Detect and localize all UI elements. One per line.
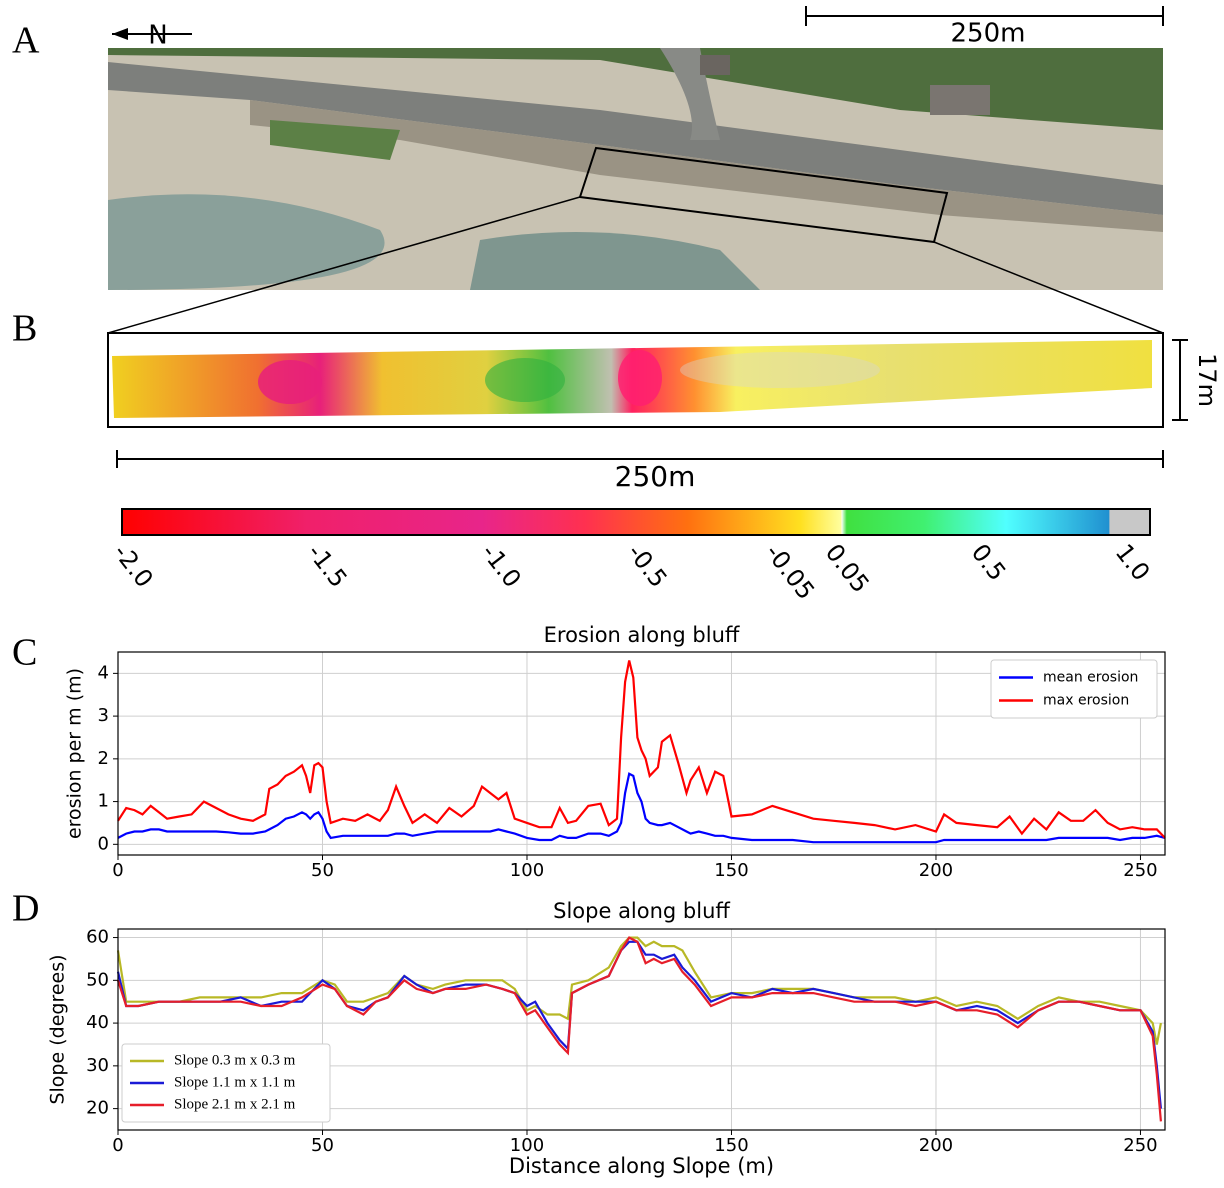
- data-line: [117, 772, 1166, 844]
- x-tick-label: 150: [714, 1135, 748, 1156]
- x-tick-label: 250: [1123, 1135, 1157, 1156]
- y-tick-label: 3: [98, 705, 109, 726]
- scale-label: 250m: [951, 19, 1026, 49]
- colorbar-tick: 0.5: [966, 539, 1012, 586]
- data-line: [116, 936, 1162, 1122]
- x-tick-label: 200: [919, 1135, 953, 1156]
- y-tick-label: 1: [98, 791, 109, 812]
- axes-frame: [117, 651, 1166, 856]
- x-tick-label: 100: [510, 860, 544, 881]
- panel-label: C: [12, 632, 37, 674]
- pointcloud-patch: [680, 352, 880, 388]
- arrow-head: [112, 28, 128, 40]
- aerial-image: [108, 48, 1163, 290]
- y-tick-label: 50: [86, 969, 109, 990]
- legend-label: Slope 0.3 m x 0.3 m: [174, 1052, 296, 1068]
- colorbar-tick: -1.5: [302, 539, 353, 593]
- colorbar: [121, 508, 1151, 536]
- pointcloud-patch: [485, 358, 565, 402]
- x-tick-label: 250: [1123, 860, 1157, 881]
- x-tick-label: 150: [714, 860, 748, 881]
- x-tick-label: 200: [919, 860, 953, 881]
- data-line: [117, 660, 1166, 839]
- pointcloud-patch: [258, 360, 322, 404]
- y-tick-label: 2: [98, 748, 109, 769]
- axes-frame: [117, 928, 1166, 1131]
- pointcloud-patch: [618, 350, 662, 406]
- panel-label: D: [12, 888, 39, 930]
- zoom-line: [107, 196, 581, 334]
- legend-box: [121, 1043, 331, 1123]
- panel-label: B: [12, 308, 37, 350]
- y-axis-label: Slope (degrees): [47, 954, 69, 1104]
- legend-label: Slope 2.1 m x 2.1 m: [174, 1096, 296, 1112]
- legend-label: Slope 1.1 m x 1.1 m: [174, 1074, 296, 1090]
- x-tick-label: 0: [112, 1135, 123, 1156]
- y-tick-label: 0: [98, 833, 109, 854]
- y-axis-label: erosion per m (m): [64, 668, 86, 839]
- colorbar-tick: -0.05: [760, 539, 820, 605]
- x-axis-label: Distance along Slope (m): [509, 1154, 774, 1178]
- y-tick-label: 60: [86, 927, 109, 948]
- y-tick-label: 30: [86, 1055, 109, 1076]
- colorbar-ticks: -2.0 -1.5 -1.0 -0.5 -0.05 0.05 0.5 1.0: [108, 539, 1156, 605]
- x-tick-label: 50: [311, 1135, 334, 1156]
- x-tick-label: 0: [112, 860, 123, 881]
- north-label: N: [148, 21, 167, 51]
- y-tick-label: 4: [98, 662, 109, 683]
- panel-label: A: [12, 20, 40, 62]
- colorbar-tick: -1.0: [476, 539, 527, 593]
- colorbar-tick: 1.0: [1110, 539, 1156, 586]
- chart-title: Slope along bluff: [553, 899, 730, 923]
- x-tick-label: 100: [510, 1135, 544, 1156]
- scale-label: 250m: [615, 460, 696, 493]
- legend-box: [990, 659, 1158, 719]
- y-tick-label: 20: [86, 1098, 109, 1119]
- colorbar-tick: -0.5: [622, 539, 673, 593]
- legend-label: mean erosion: [1043, 670, 1138, 686]
- zoom-line: [933, 241, 1164, 334]
- chart-title: Erosion along bluff: [544, 623, 740, 647]
- colorbar-tick: -2.0: [108, 539, 159, 593]
- x-tick-label: 50: [311, 860, 334, 881]
- legend-label: max erosion: [1043, 693, 1129, 709]
- scale-label: 17m: [1193, 353, 1221, 407]
- y-tick-label: 40: [86, 1012, 109, 1033]
- colorbar-tick: 0.05: [820, 539, 875, 598]
